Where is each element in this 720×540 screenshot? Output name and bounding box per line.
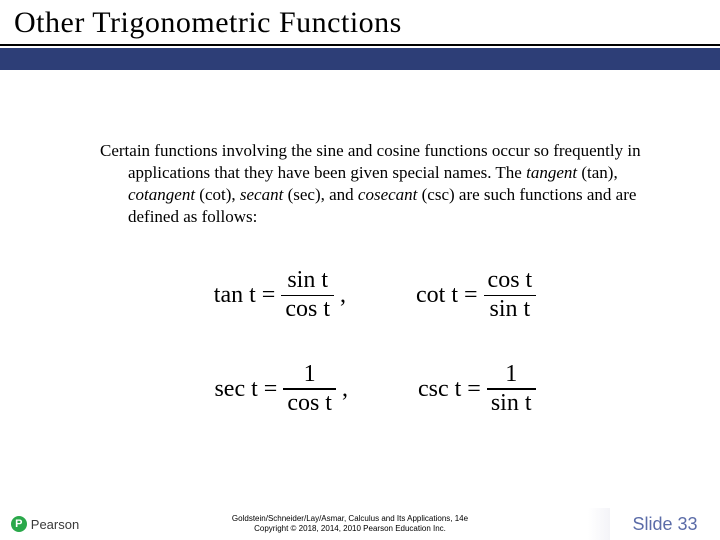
equation-csc: csc t = 1 sin t xyxy=(418,362,536,416)
term-secant: secant xyxy=(240,185,283,204)
equation-cot: cot t = cos t sin t xyxy=(416,268,536,322)
fraction: sin t cos t xyxy=(281,268,334,322)
equation-sec: sec t = 1 cos t , xyxy=(214,362,348,416)
equation-row-2: sec t = 1 cos t , csc t = 1 sin t xyxy=(214,362,535,416)
equations-block: tan t = sin t cos t , cot t = cos t xyxy=(100,268,650,416)
copyright-line: Copyright © 2018, 2014, 2010 Pearson Edu… xyxy=(90,524,610,534)
body-area: Certain functions involving the sine and… xyxy=(0,70,720,416)
eq-numerator: 1 xyxy=(501,362,521,388)
eq-denominator: cos t xyxy=(283,390,336,416)
eq-comma: , xyxy=(342,376,348,403)
slide-title: Other Trigonometric Functions xyxy=(14,6,706,40)
accent-bar xyxy=(0,48,720,70)
title-underline xyxy=(0,44,720,46)
intro-paragraph: Certain functions involving the sine and… xyxy=(100,140,650,228)
eq-denominator: sin t xyxy=(486,296,535,322)
eq-equals: = xyxy=(467,376,481,403)
equation-tan: tan t = sin t cos t , xyxy=(214,268,346,322)
footer-citation: Goldstein/Schneider/Lay/Asmar, Calculus … xyxy=(90,514,610,533)
slide: Other Trigonometric Functions Certain fu… xyxy=(0,0,720,540)
eq-comma: , xyxy=(340,282,346,309)
eq-lhs: tan t xyxy=(214,282,256,309)
term-cotangent: cotangent xyxy=(128,185,195,204)
publisher-name: Pearson xyxy=(31,517,79,532)
equation-row-1: tan t = sin t cos t , cot t = cos t xyxy=(214,268,536,322)
eq-denominator: cos t xyxy=(281,296,334,322)
eq-equals: = xyxy=(464,282,478,309)
eq-numerator: sin t xyxy=(283,268,332,294)
eq-equals: = xyxy=(264,376,278,403)
slide-number-text: Slide 33 xyxy=(632,514,697,535)
title-area: Other Trigonometric Functions xyxy=(0,0,720,40)
eq-denominator: sin t xyxy=(487,390,536,416)
eq-lhs: sec t xyxy=(214,376,257,403)
term-cosecant: cosecant xyxy=(358,185,417,204)
para-text: (cot), xyxy=(195,185,240,204)
eq-lhs: cot t xyxy=(416,282,458,309)
pearson-badge-icon: P xyxy=(11,516,27,532)
fraction: 1 cos t xyxy=(283,362,336,416)
citation-line: Goldstein/Schneider/Lay/Asmar, Calculus … xyxy=(90,514,610,524)
footer: P Pearson Goldstein/Schneider/Lay/Asmar,… xyxy=(0,508,720,540)
fraction: cos t sin t xyxy=(484,268,537,322)
eq-equals: = xyxy=(262,282,276,309)
publisher-logo: P Pearson xyxy=(0,516,90,532)
eq-lhs: csc t xyxy=(418,376,461,403)
eq-numerator: 1 xyxy=(300,362,320,388)
slide-number: Slide 33 xyxy=(610,508,720,540)
para-text: (tan), xyxy=(577,163,618,182)
para-text: (sec), and xyxy=(283,185,358,204)
fraction: 1 sin t xyxy=(487,362,536,416)
eq-numerator: cos t xyxy=(484,268,537,294)
term-tangent: tangent xyxy=(526,163,577,182)
